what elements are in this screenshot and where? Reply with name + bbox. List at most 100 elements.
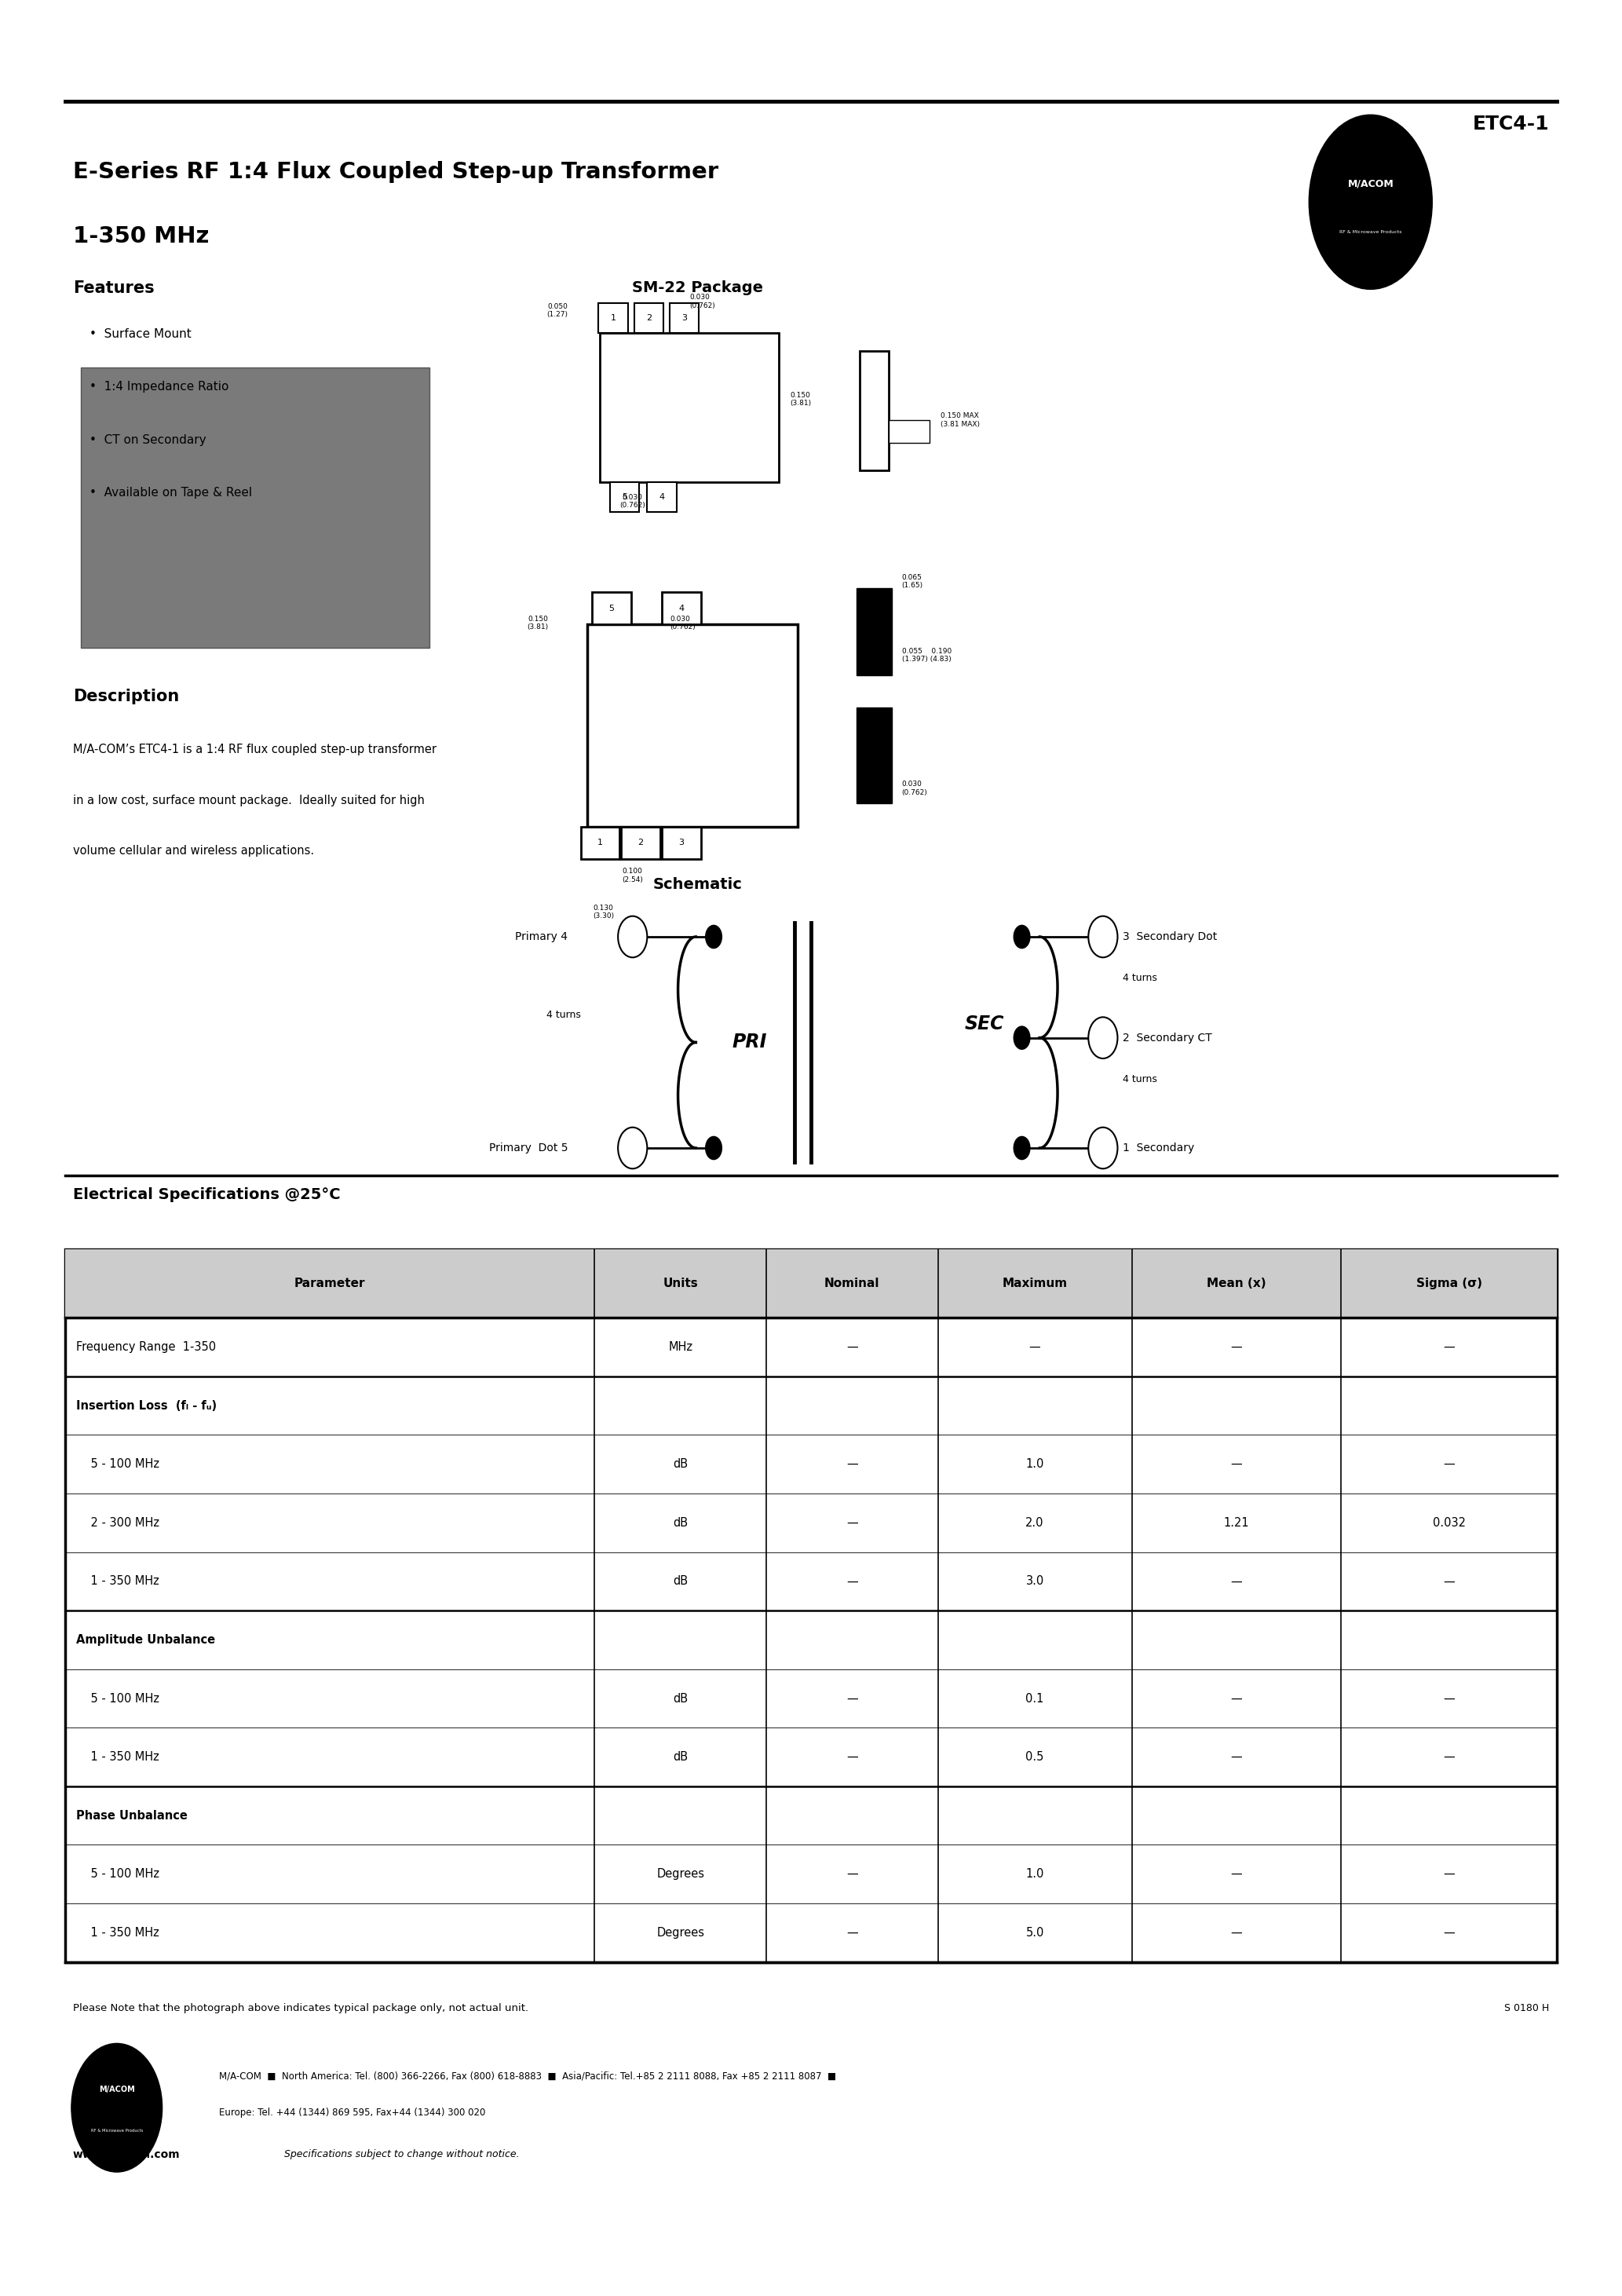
Text: 5: 5: [621, 494, 628, 501]
Bar: [65, 1249, 1557, 1961]
Text: M/ACOM: M/ACOM: [1348, 179, 1393, 188]
Text: —: —: [1231, 1575, 1242, 1587]
Text: 0.5: 0.5: [1025, 1752, 1045, 1763]
Text: 1-350 MHz: 1-350 MHz: [73, 225, 209, 248]
Text: Schematic: Schematic: [652, 877, 743, 891]
Text: —: —: [1028, 1341, 1041, 1352]
Text: Please Note that the photograph above indicates typical package only, not actual: Please Note that the photograph above in…: [73, 2002, 529, 2014]
Bar: [621, 827, 660, 859]
Text: 1 - 350 MHz: 1 - 350 MHz: [76, 1926, 159, 1938]
Text: 1.0: 1.0: [1025, 1869, 1045, 1880]
Text: —: —: [1444, 1926, 1455, 1938]
Text: Nominal: Nominal: [824, 1277, 879, 1290]
Text: Europe: Tel. +44 (1344) 869 595, Fax+44 (1344) 300 020: Europe: Tel. +44 (1344) 869 595, Fax+44 …: [219, 2108, 485, 2117]
Text: —: —: [847, 1518, 858, 1529]
Text: —: —: [847, 1458, 858, 1469]
Text: Mean (x): Mean (x): [1207, 1277, 1267, 1290]
Text: 3: 3: [678, 838, 684, 847]
Text: 2 - 300 MHz: 2 - 300 MHz: [76, 1518, 159, 1529]
Text: Insertion Loss  (fₗ - fᵤ): Insertion Loss (fₗ - fᵤ): [76, 1401, 217, 1412]
Circle shape: [1088, 1017, 1118, 1058]
Text: in a low cost, surface mount package.  Ideally suited for high: in a low cost, surface mount package. Id…: [73, 794, 425, 806]
Text: 0.030
(0.762): 0.030 (0.762): [902, 781, 928, 797]
Text: M/A-COM’s ETC4-1 is a 1:4 RF flux coupled step-up transformer: M/A-COM’s ETC4-1 is a 1:4 RF flux couple…: [73, 744, 436, 755]
Text: 1: 1: [610, 315, 616, 321]
Text: Parameter: Parameter: [294, 1277, 365, 1290]
Text: —: —: [1231, 1692, 1242, 1704]
Text: —: —: [1231, 1458, 1242, 1469]
Circle shape: [1088, 1127, 1118, 1169]
Text: —: —: [1444, 1752, 1455, 1763]
Text: 4: 4: [678, 604, 684, 613]
Text: 4 turns: 4 turns: [1122, 1075, 1156, 1084]
Bar: [662, 592, 701, 625]
Text: 5 - 100 MHz: 5 - 100 MHz: [76, 1869, 159, 1880]
Text: 1.0: 1.0: [1025, 1458, 1045, 1469]
Text: 2  Secondary CT: 2 Secondary CT: [1122, 1033, 1212, 1042]
Text: 5 - 100 MHz: 5 - 100 MHz: [76, 1458, 159, 1469]
Bar: [856, 707, 892, 804]
Circle shape: [618, 916, 647, 957]
Text: RF & Microwave Products: RF & Microwave Products: [91, 2128, 143, 2133]
Text: 0.065
(1.65): 0.065 (1.65): [902, 574, 923, 590]
Text: 1: 1: [597, 838, 603, 847]
Text: 1  Secondary: 1 Secondary: [1122, 1143, 1194, 1153]
Text: 5 - 100 MHz: 5 - 100 MHz: [76, 1692, 159, 1704]
Bar: [610, 482, 639, 512]
Text: —: —: [1444, 1458, 1455, 1469]
Bar: [65, 1249, 1557, 1318]
Bar: [581, 827, 620, 859]
Text: —: —: [1231, 1926, 1242, 1938]
Text: 5.0: 5.0: [1025, 1926, 1045, 1938]
Text: Primary 4: Primary 4: [516, 932, 568, 941]
Text: 0.130
(3.30): 0.130 (3.30): [592, 905, 615, 921]
Text: Degrees: Degrees: [657, 1926, 704, 1938]
Circle shape: [1309, 115, 1432, 289]
Text: www.macom.com: www.macom.com: [73, 2149, 180, 2161]
Text: dB: dB: [673, 1752, 688, 1763]
Circle shape: [706, 1137, 722, 1159]
Text: 3.0: 3.0: [1025, 1575, 1045, 1587]
Text: •  CT on Secondary: • CT on Secondary: [89, 434, 206, 445]
Bar: [860, 351, 889, 471]
Text: Frequency Range  1-350: Frequency Range 1-350: [76, 1341, 216, 1352]
Text: 4 turns: 4 turns: [547, 1010, 581, 1019]
Text: Phase Unbalance: Phase Unbalance: [76, 1809, 188, 1821]
Text: Degrees: Degrees: [657, 1869, 704, 1880]
Text: 0.030
(0.762): 0.030 (0.762): [670, 615, 696, 631]
Text: Maximum: Maximum: [1002, 1277, 1067, 1290]
Text: —: —: [847, 1692, 858, 1704]
Text: —: —: [1444, 1575, 1455, 1587]
Text: —: —: [847, 1752, 858, 1763]
Text: •  Available on Tape & Reel: • Available on Tape & Reel: [89, 487, 251, 498]
Text: dB: dB: [673, 1692, 688, 1704]
Text: ETC4-1: ETC4-1: [1473, 115, 1549, 133]
Bar: [856, 588, 892, 675]
Text: Units: Units: [663, 1277, 697, 1290]
Text: Features: Features: [73, 280, 154, 296]
Text: 0.150 MAX
(3.81 MAX): 0.150 MAX (3.81 MAX): [941, 413, 980, 427]
Text: —: —: [1231, 1341, 1242, 1352]
Text: 0.032: 0.032: [1432, 1518, 1465, 1529]
Text: volume cellular and wireless applications.: volume cellular and wireless application…: [73, 845, 315, 856]
Text: 3: 3: [681, 315, 688, 321]
Text: dB: dB: [673, 1458, 688, 1469]
Text: —: —: [1231, 1869, 1242, 1880]
Text: —: —: [847, 1869, 858, 1880]
Text: •  Surface Mount: • Surface Mount: [89, 328, 191, 340]
Text: Primary  Dot 5: Primary Dot 5: [488, 1143, 568, 1153]
Text: —: —: [847, 1575, 858, 1587]
Text: 4 turns: 4 turns: [1122, 974, 1156, 983]
Text: 0.030
(0.762): 0.030 (0.762): [620, 494, 646, 510]
Text: SM-22 Package: SM-22 Package: [633, 280, 762, 294]
Text: —: —: [847, 1926, 858, 1938]
Bar: [587, 625, 798, 827]
Circle shape: [618, 1127, 647, 1169]
Bar: [634, 303, 663, 333]
Text: —: —: [847, 1341, 858, 1352]
Text: •  1:4 Impedance Ratio: • 1:4 Impedance Ratio: [89, 381, 229, 393]
Text: —: —: [1444, 1869, 1455, 1880]
Text: Amplitude Unbalance: Amplitude Unbalance: [76, 1635, 216, 1646]
Text: dB: dB: [673, 1575, 688, 1587]
Bar: [670, 303, 699, 333]
